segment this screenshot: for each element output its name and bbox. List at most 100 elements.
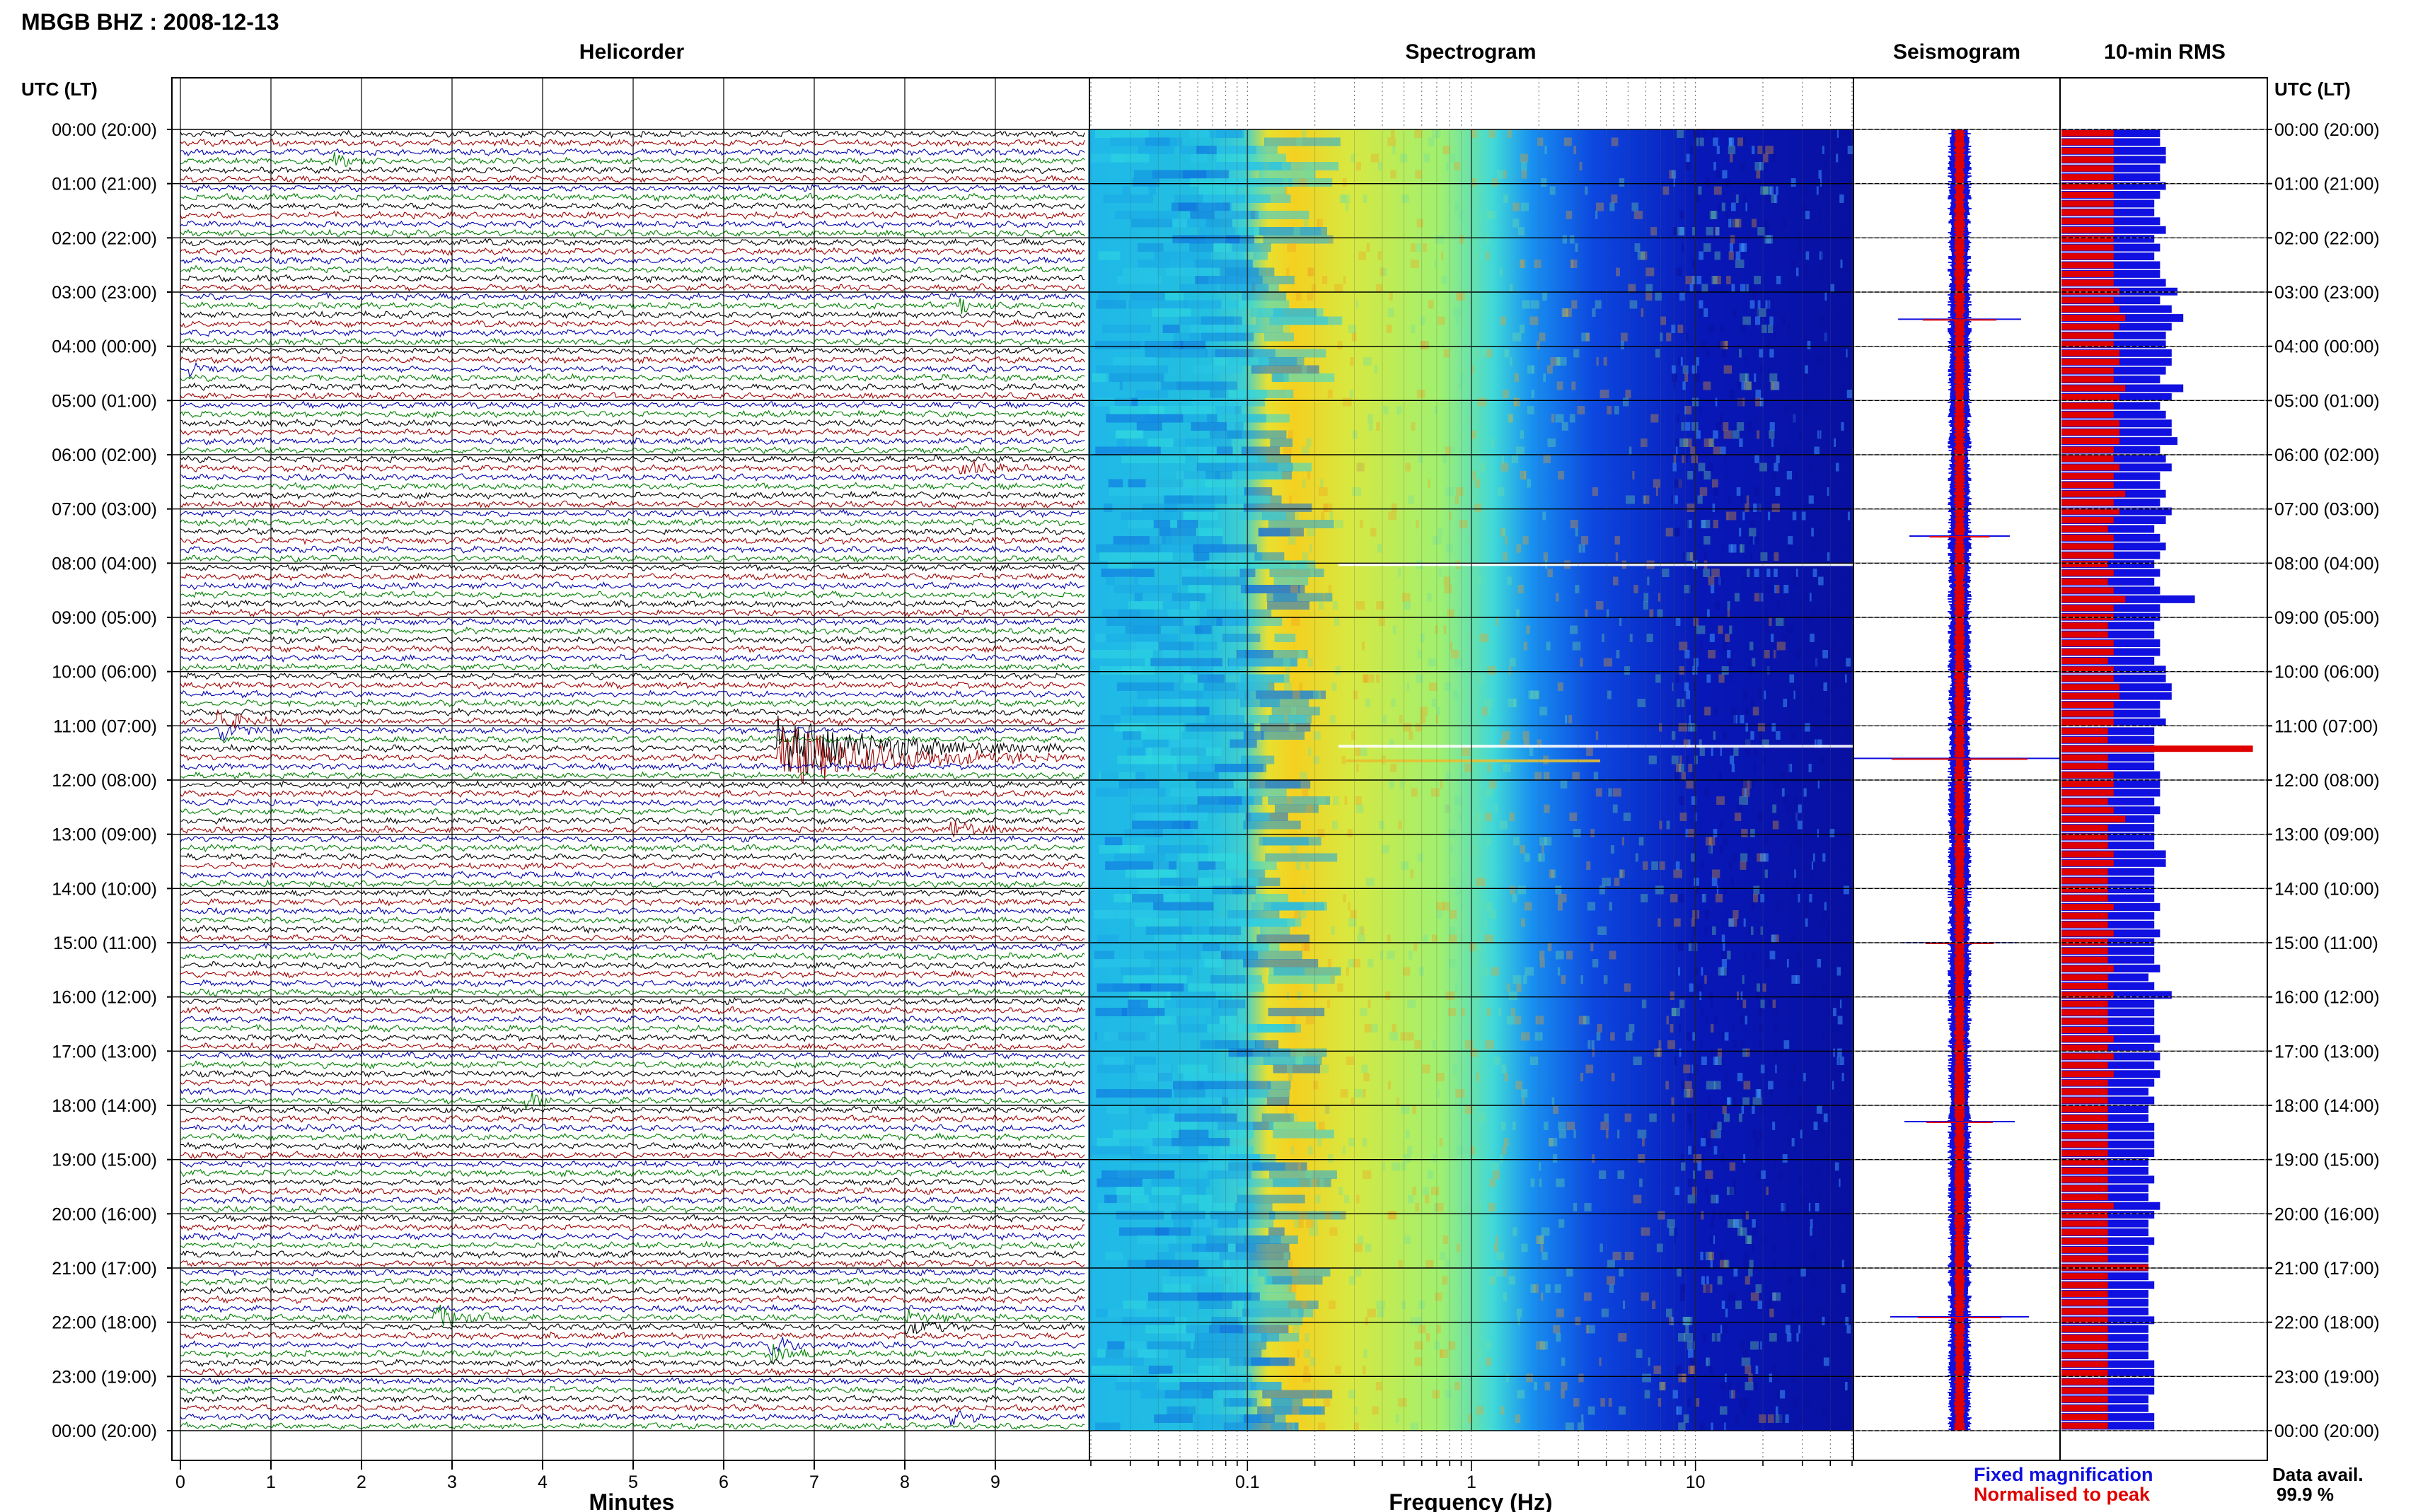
rms-bar-normalised — [2061, 842, 2108, 849]
spectrogram-speck — [1302, 885, 1305, 895]
spectrogram-speck — [1602, 878, 1611, 886]
spectrogram-speck-hf — [1803, 1073, 1806, 1081]
spectrogram-cell — [1147, 1341, 1191, 1350]
spectrogram-speck-hf — [1745, 1016, 1747, 1025]
time-label-right: 08:00 (04:00) — [2274, 554, 2380, 574]
helicorder-trace — [180, 1359, 1085, 1368]
spectrogram-speck — [1329, 235, 1334, 244]
spectrogram-speck — [1547, 569, 1553, 577]
spectrogram-speck — [1439, 1349, 1449, 1358]
helicorder-trace — [180, 1115, 1085, 1124]
spectrogram-speck — [1633, 1194, 1642, 1204]
spectrogram-cell — [1228, 1162, 1286, 1171]
spectrogram-cell — [1268, 975, 1335, 984]
spectrogram-cell — [1250, 308, 1284, 317]
spectrogram-speck-hf — [1757, 308, 1759, 317]
spectrogram-speck-hf — [1717, 576, 1723, 586]
helicorder-trace — [180, 283, 1085, 292]
spectrogram-cell — [1112, 357, 1157, 366]
spectrogram-speck-hf — [1754, 316, 1761, 325]
spectrogram-speck — [1284, 682, 1292, 691]
spectrogram-speck-hf — [1788, 715, 1790, 723]
spectrogram-speck-hf — [1783, 699, 1788, 707]
spectrogram-speck — [1496, 1268, 1504, 1277]
spectrogram-speck — [1427, 593, 1432, 602]
spectrogram-cell — [1166, 267, 1217, 277]
rms-bar-normalised — [2061, 1378, 2108, 1385]
spectrogram-speck — [1376, 674, 1380, 683]
spectrogram-speck — [1607, 609, 1609, 618]
spectrogram-cell — [1183, 878, 1259, 886]
spectrogram-speck-hf — [1822, 755, 1826, 764]
spectrogram-speck — [1539, 1178, 1542, 1187]
spectrogram-speck-hf — [1725, 1308, 1728, 1318]
spectrogram-speck-hf — [1741, 495, 1743, 504]
spectrogram-cell — [1222, 634, 1261, 642]
spectrogram-speck — [1658, 1398, 1662, 1407]
spectrogram-speck — [1464, 1040, 1474, 1049]
spectrogram-speck — [1512, 202, 1520, 211]
spectrogram-speck — [1324, 504, 1333, 512]
spectrogram-speck — [1645, 267, 1655, 277]
spectrogram-speck-hf — [1771, 723, 1776, 732]
spectrogram-speck — [1418, 1301, 1425, 1309]
helicorder-trace — [180, 1087, 1085, 1097]
spectrogram-speck — [1431, 129, 1441, 138]
spectrogram-cell — [1116, 910, 1159, 919]
spectrogram-speck — [1740, 544, 1745, 553]
spectrogram-speck-hf — [1694, 878, 1699, 886]
spectrogram-speck — [1527, 479, 1532, 488]
spectrogram-speck-hf — [1750, 699, 1754, 707]
spectrogram-speck — [1670, 894, 1678, 902]
spectrogram-speck-hf — [1701, 520, 1706, 528]
spectrogram-speck — [1415, 1203, 1420, 1211]
spectrogram-cell — [1179, 284, 1251, 293]
helicorder-trace — [180, 599, 1085, 608]
spectrogram-cell — [1092, 1357, 1145, 1366]
spectrogram-speck — [1721, 666, 1729, 675]
spectrogram-speck — [1723, 422, 1729, 431]
spectrogram-speck-hf — [1731, 544, 1737, 553]
spectrogram-speck — [1752, 658, 1756, 667]
spectrogram-speck — [1502, 1146, 1507, 1155]
spectrogram-speck — [1595, 601, 1604, 610]
spectrogram-cell — [1103, 1057, 1125, 1065]
rms-bar-normalised — [2061, 965, 2114, 972]
data-availability-value: 99.9 % — [2277, 1484, 2334, 1505]
spectrogram-speck — [1709, 211, 1716, 219]
spectrogram-speck-hf — [1684, 406, 1687, 414]
rms-bar-normalised — [2061, 482, 2114, 489]
spectrogram-speck-hf — [1679, 1048, 1682, 1057]
spectrogram-speck — [1609, 202, 1615, 211]
spectrogram-speck — [1523, 739, 1529, 748]
spectrogram-speck-hf — [1744, 788, 1747, 797]
spectrogram-speck — [1458, 381, 1462, 390]
spectrogram-speck — [1691, 918, 1695, 927]
spectrogram-speck — [1655, 487, 1658, 496]
helicorder-trace — [180, 436, 1085, 446]
spectrogram-speck-hf — [1672, 365, 1676, 374]
spectrogram-speck — [1561, 1390, 1565, 1399]
spectrogram-speck — [1432, 536, 1442, 545]
spectrogram-speck-hf — [1677, 943, 1684, 951]
spectrogram-speck — [1599, 885, 1605, 895]
spectrogram-speck — [1516, 983, 1522, 992]
spectrogram-speck — [1590, 829, 1595, 837]
spectrogram-speck — [1649, 609, 1654, 618]
spectrogram-speck — [1703, 381, 1711, 390]
spectrogram-cell — [1204, 959, 1224, 967]
helicorder-trace — [180, 681, 1085, 690]
spectrogram-speck — [1655, 885, 1664, 895]
spectrogram-cell — [1132, 178, 1160, 187]
spectrogram-speck-hf — [1672, 170, 1677, 179]
spectrogram-cell — [1178, 1064, 1208, 1074]
spectrogram-speck — [1401, 194, 1409, 203]
spectrogram-speck-hf — [1817, 959, 1822, 967]
spectrogram-cell — [1145, 349, 1208, 358]
spectrogram-speck-hf — [1758, 690, 1762, 699]
spectrogram-speck — [1561, 308, 1568, 317]
spectrogram-cell — [1244, 1057, 1318, 1065]
spectrogram-speck — [1669, 1227, 1674, 1236]
spectrogram-speck — [1732, 918, 1737, 927]
spectrogram-cell — [1205, 837, 1223, 846]
